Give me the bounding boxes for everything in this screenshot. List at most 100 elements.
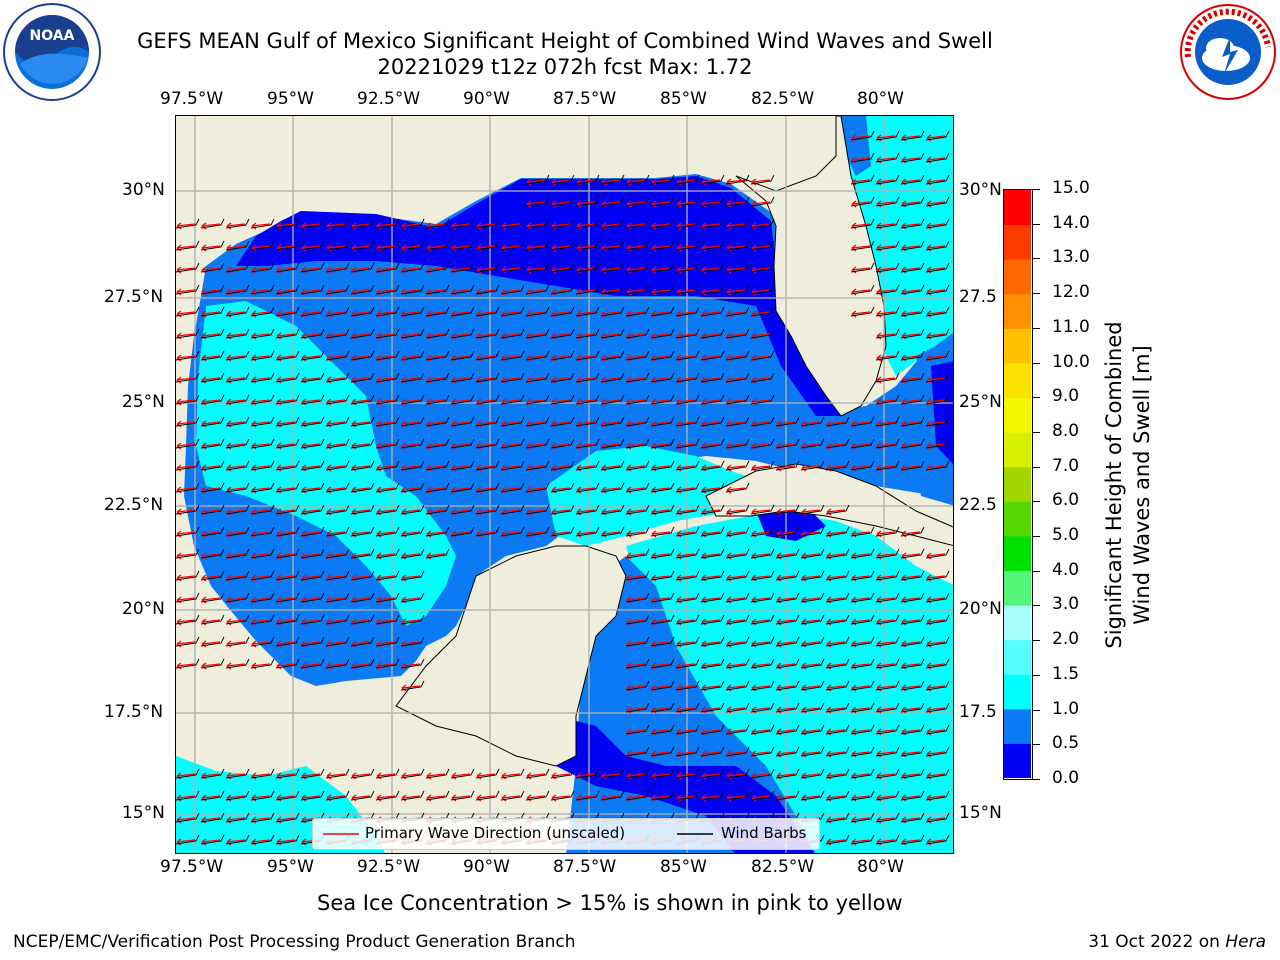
wind-barb — [300, 350, 325, 361]
wind-barb — [250, 768, 275, 779]
colorbar-segment — [1004, 190, 1031, 226]
wind-barb — [425, 482, 450, 493]
wave-arrow — [526, 223, 546, 227]
wave-arrow — [676, 443, 696, 447]
wind-barb — [675, 592, 700, 603]
wind-barb — [700, 372, 725, 383]
wind-barb — [575, 526, 600, 537]
wind-barb — [725, 658, 750, 669]
wind-barb — [176, 504, 200, 515]
wave-arrow — [826, 839, 846, 843]
wave-arrow — [551, 443, 571, 447]
wave-arrow — [426, 465, 446, 469]
wave-arrow — [651, 421, 671, 425]
wind-barb — [325, 438, 350, 449]
wind-barb — [475, 350, 500, 361]
wave-arrow — [226, 839, 246, 843]
wind-barb — [275, 658, 300, 669]
wave-arrow — [576, 311, 596, 315]
wave-arrow — [451, 355, 471, 359]
wave-arrow — [226, 399, 246, 403]
wind-barb — [825, 460, 850, 471]
wave-arrow — [876, 839, 896, 843]
wave-arrow — [926, 223, 946, 227]
wave-arrow — [876, 421, 896, 425]
wave-arrow — [751, 223, 771, 227]
lon-label: 87.5°W — [553, 857, 617, 877]
colorbar-tick-mark — [1033, 709, 1040, 711]
wind-barb — [500, 350, 525, 361]
wind-barb — [250, 328, 275, 339]
wind-barb — [250, 262, 275, 273]
wave-arrow — [426, 289, 446, 293]
wave-arrow — [651, 223, 671, 227]
colorbar-tick-label: 10.0 — [1052, 351, 1090, 372]
wave-arrow — [226, 245, 246, 249]
wind-barb — [400, 680, 425, 691]
wave-arrow — [901, 773, 921, 777]
wind-barb — [400, 218, 425, 229]
wave-arrow — [176, 421, 196, 425]
wind-barb — [425, 438, 450, 449]
wave-arrow — [301, 553, 321, 557]
colorbar-segment — [1004, 743, 1031, 779]
wave-arrow — [376, 619, 396, 623]
wind-barb — [325, 636, 350, 647]
wind-barb — [250, 526, 275, 537]
wave-arrow — [276, 267, 296, 271]
wave-arrow — [251, 553, 271, 557]
wind-barb — [525, 416, 550, 427]
wind-barb — [425, 328, 450, 339]
wind-barb — [725, 284, 750, 295]
wind-barb — [275, 284, 300, 295]
wave-arrow — [201, 465, 221, 469]
wave-arrow — [726, 729, 746, 733]
wave-arrow — [401, 553, 421, 557]
wind-barb — [176, 592, 200, 603]
wave-arrow — [451, 289, 471, 293]
wave-arrow — [701, 597, 721, 601]
wave-arrow — [251, 245, 271, 249]
wave-arrow — [526, 377, 546, 381]
colorbar-tick-label: 15.0 — [1052, 178, 1090, 198]
wave-arrow — [226, 377, 246, 381]
wave-arrow — [626, 487, 646, 491]
wind-barb — [850, 724, 875, 735]
wind-barb — [300, 570, 325, 581]
wind-barb — [900, 284, 925, 295]
wind-barb — [176, 658, 200, 669]
wind-barb — [875, 724, 900, 735]
wind-barb — [925, 152, 950, 163]
wave-arrow — [526, 267, 546, 271]
wind-barb — [525, 240, 550, 251]
wave-arrow — [351, 421, 371, 425]
wind-barb — [850, 174, 875, 185]
wave-arrow — [351, 487, 371, 491]
wind-barb — [250, 416, 275, 427]
wind-barb — [350, 768, 375, 779]
wind-barb — [200, 240, 225, 251]
wind-barb — [650, 438, 675, 449]
wave-arrow — [501, 421, 521, 425]
wave-arrow — [851, 531, 871, 535]
wind-barb — [300, 306, 325, 317]
wave-arrow — [926, 663, 946, 667]
wind-barb — [700, 240, 725, 251]
wave-arrow — [651, 575, 671, 579]
wave-arrow — [351, 355, 371, 359]
wind-barb — [250, 218, 275, 229]
wave-arrow — [201, 597, 221, 601]
wave-arrow — [751, 663, 771, 667]
wave-arrow — [626, 311, 646, 315]
wind-barb — [875, 174, 900, 185]
wind-barb — [900, 328, 925, 339]
wave-arrow — [426, 267, 446, 271]
wind-barb — [475, 240, 500, 251]
wind-barb — [775, 680, 800, 691]
wind-barb — [625, 394, 650, 405]
wind-barb — [350, 460, 375, 471]
wind-barb — [600, 372, 625, 383]
wind-barb — [225, 526, 250, 537]
wind-barb — [350, 504, 375, 515]
wind-barb — [825, 680, 850, 691]
